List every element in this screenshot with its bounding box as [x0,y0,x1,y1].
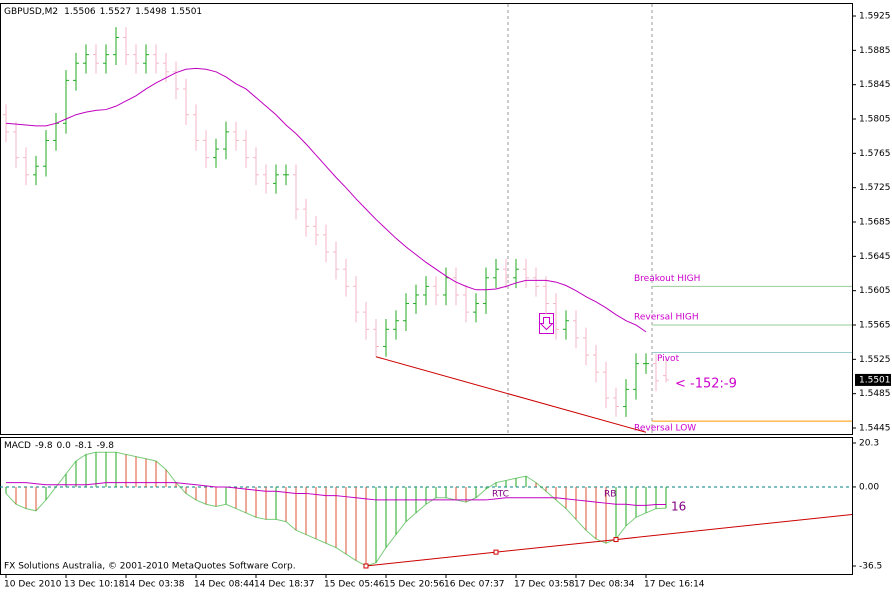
y-tick-label: 1.5445 [859,423,891,433]
annotation: 16 [671,500,686,514]
y-tick-label: 1.5765 [859,149,891,159]
level-label: Reversal HIGH [634,312,699,322]
x-tick-label: 15 Dec 05:46 [324,580,385,590]
header-value: 1.5501 [171,7,203,17]
y-tick-label: 1.5645 [859,252,891,262]
header-value: -9.8 [35,441,53,451]
y-tick-label: 1.5685 [859,218,891,228]
current-price-label: 1.5501 [859,375,891,385]
x-tick-label: 17 Dec 08:34 [574,580,635,590]
macd-panel-frame [0,437,853,575]
chart-title: MACD [4,441,31,451]
price-panel-frame [0,3,853,435]
trend-point [613,537,619,543]
chart-header: GBPUSD,M2 1.5506 1.5527 1.5498 1.5501 [4,7,202,17]
x-tick-label: 17 Dec 03:58 [514,580,575,590]
trend-point [363,563,369,569]
header-value: 1.5498 [135,7,167,17]
y-tick-label: 1.5525 [859,355,891,365]
x-tick-label: 13 Dec 10:18 [64,580,125,590]
header-value: -9.8 [96,441,114,451]
x-tick-label: 17 Dec 16:14 [644,580,705,590]
level-label: Pivot [657,354,680,364]
y-tick-label: 1.5565 [859,320,891,330]
chart-title: GBPUSD,M2 [4,7,58,17]
annotation: < -152:-9 [675,376,737,391]
x-tick-label: 14 Dec 03:38 [124,580,185,590]
current-price-box [855,373,891,386]
y-tick-label: 1.5725 [859,183,891,193]
y-tick-label: 1.5605 [859,286,891,296]
header-value: 0.0 [57,441,72,451]
y-tick-label: 0.00 [859,482,879,492]
annotation: RB [604,490,616,500]
footer: FX Solutions Australia, © 2001-2010 Meta… [4,562,296,572]
x-tick-label: 16 Dec 07:37 [444,580,505,590]
x-tick-label: 14 Dec 18:37 [254,580,315,590]
y-tick-label: 20.3 [859,438,879,448]
header-value: -8.1 [75,441,93,451]
signal-line [6,482,666,506]
level-label: Reversal LOW [634,424,696,434]
x-tick-label: 10 Dec 2010 [4,580,62,590]
chart-header: MACD -9.8 0.0 -8.1 -9.8 [4,441,114,451]
y-tick-label: -36.5 [859,561,882,571]
macd-outline [5,451,667,567]
trend-point [493,549,499,555]
y-tick-label: 1.5805 [859,115,891,125]
x-tick-label: 15 Dec 20:56 [384,580,445,590]
header-value: 1.5506 [64,7,96,17]
y-tick-label: 1.5485 [859,389,891,399]
level-label: Breakout HIGH [634,274,700,284]
annotation: RTC [492,490,509,500]
y-tick-label: 1.5925 [859,12,891,22]
trend-line [365,513,853,567]
y-tick-label: 1.5845 [859,80,891,90]
x-tick-label: 14 Dec 08:44 [194,580,255,590]
moving-average [5,67,647,333]
down-arrow [539,317,554,331]
header-value: 1.5527 [100,7,132,17]
trend-line [375,356,647,433]
y-tick-label: 1.5885 [859,46,891,56]
